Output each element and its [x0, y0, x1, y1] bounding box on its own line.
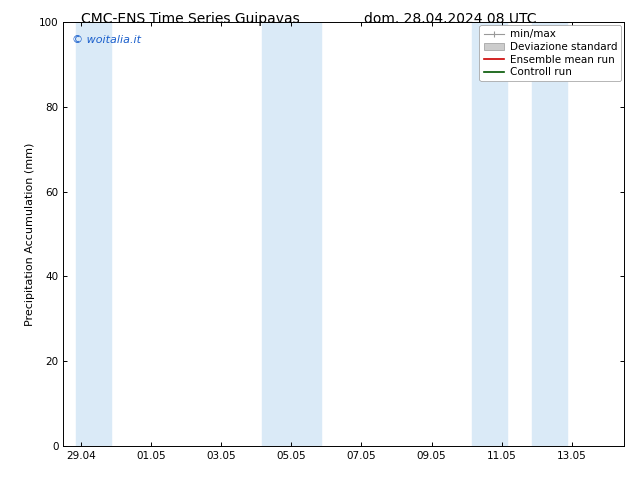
Bar	[531, 22, 567, 446]
Text: © woitalia.it: © woitalia.it	[72, 35, 141, 45]
Bar	[75, 22, 111, 446]
Bar	[262, 22, 297, 446]
Text: CMC-ENS Time Series Guipavas: CMC-ENS Time Series Guipavas	[81, 12, 300, 26]
Y-axis label: Precipitation Accumulation (mm): Precipitation Accumulation (mm)	[25, 142, 35, 326]
Text: dom. 28.04.2024 08 UTC: dom. 28.04.2024 08 UTC	[364, 12, 536, 26]
Bar	[286, 22, 321, 446]
Bar	[472, 22, 507, 446]
Legend: min/max, Deviazione standard, Ensemble mean run, Controll run: min/max, Deviazione standard, Ensemble m…	[479, 25, 621, 81]
